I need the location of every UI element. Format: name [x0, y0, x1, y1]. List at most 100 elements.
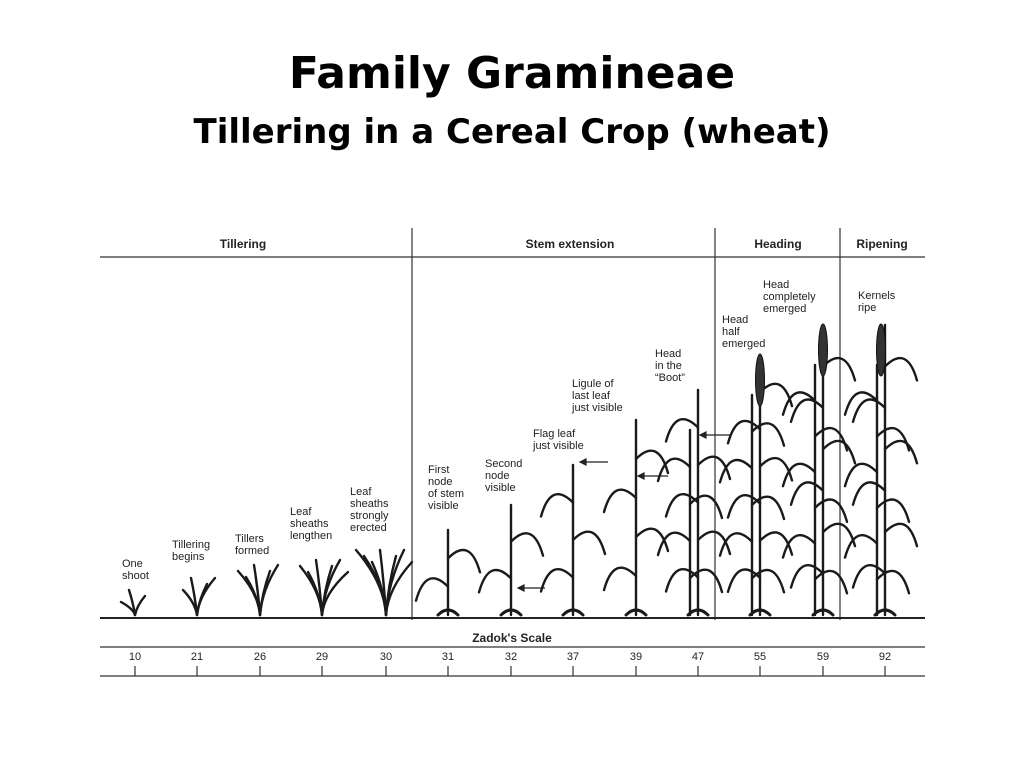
plant — [119, 588, 147, 617]
leaf — [750, 422, 786, 447]
plant — [298, 558, 350, 617]
scale-tick-label: 37 — [567, 651, 579, 663]
roots — [811, 608, 835, 617]
leaf — [758, 456, 794, 482]
stage-label: half — [722, 326, 741, 338]
leaf — [821, 439, 857, 465]
scale-tick-label: 30 — [380, 651, 392, 663]
head — [876, 323, 886, 377]
plant — [656, 388, 732, 617]
leaf — [843, 462, 879, 488]
arrowhead — [698, 431, 707, 439]
leaf — [758, 531, 794, 556]
leaf — [195, 576, 217, 617]
arrows — [516, 431, 730, 592]
leaf — [477, 568, 513, 594]
leaf — [602, 488, 638, 514]
arrowhead — [636, 472, 645, 480]
phase-label: Ripening — [856, 237, 907, 251]
stage-label: Tillering — [172, 539, 210, 551]
roots — [748, 608, 772, 617]
leaf — [883, 439, 919, 465]
scale-tick-label: 47 — [692, 651, 704, 663]
leaf — [236, 569, 262, 617]
plant — [843, 323, 919, 617]
leaf — [688, 568, 724, 594]
leaf — [539, 492, 575, 518]
stage-label: node — [428, 476, 452, 488]
leaf — [354, 548, 388, 617]
stage-label: Kernels — [858, 290, 896, 302]
leaf — [320, 570, 350, 617]
stage-label: node — [485, 470, 509, 482]
stage-label: Head — [722, 314, 748, 326]
leaf — [634, 449, 670, 475]
leaf — [750, 568, 786, 594]
scale-tick-label: 39 — [630, 651, 642, 663]
head — [755, 353, 765, 407]
roots — [499, 608, 523, 617]
stage-label: emerged — [763, 303, 806, 315]
roots — [624, 608, 648, 617]
leaf — [446, 548, 482, 574]
leaf — [875, 498, 911, 524]
leaf — [843, 391, 879, 416]
stage-label: begins — [172, 551, 205, 563]
plant — [181, 576, 217, 617]
stage-label: shoot — [122, 570, 149, 582]
scale-tick-label: 59 — [817, 651, 829, 663]
leaf — [781, 391, 817, 416]
leaf — [883, 522, 919, 548]
leaf — [571, 530, 607, 556]
stage-label: Flag leaf — [533, 428, 576, 440]
leaf — [789, 398, 825, 424]
stage-label: Tillers — [235, 533, 264, 545]
leaf — [789, 481, 825, 506]
roots — [436, 608, 460, 617]
subtitle: Tillering in a Cereal Crop (wheat) — [194, 112, 831, 152]
phase-label: Heading — [754, 237, 801, 251]
stage-label: just visible — [571, 402, 623, 414]
plant — [414, 528, 482, 617]
scale-tick-label: 26 — [254, 651, 266, 663]
leaf — [664, 417, 700, 443]
stage-label: formed — [235, 545, 269, 557]
leaf — [813, 498, 849, 524]
leaf — [718, 458, 754, 484]
stage-label: Leaf — [290, 506, 312, 518]
leaf — [781, 534, 817, 559]
arrowhead — [578, 458, 587, 466]
leaf — [656, 531, 692, 557]
scale-tick-label: 55 — [754, 651, 766, 663]
stage-label: Head — [763, 279, 789, 291]
leaf — [851, 481, 887, 506]
head — [818, 323, 828, 377]
leaf — [726, 419, 762, 445]
stage-label: ripe — [858, 302, 876, 314]
leaf — [781, 462, 817, 488]
stage-label: in the — [655, 360, 682, 372]
leaf — [843, 534, 879, 559]
leaf — [656, 457, 692, 483]
phase-label: Stem extension — [526, 237, 615, 251]
stage-label: strongly — [350, 510, 389, 522]
leaf — [696, 455, 732, 481]
stage-label: last leaf — [572, 390, 611, 402]
plant — [354, 548, 414, 617]
stage-label: First — [428, 464, 449, 476]
plant — [602, 418, 670, 617]
scale-title: Zadok's Scale — [472, 631, 552, 645]
plant — [781, 323, 857, 617]
leaf — [875, 569, 911, 595]
leaf — [539, 567, 575, 593]
leaf — [414, 577, 450, 602]
stage-label: Head — [655, 348, 681, 360]
roots — [561, 608, 585, 617]
leaf — [851, 398, 887, 424]
stage-label: visible — [485, 482, 516, 494]
phase-label: Tillering — [220, 237, 266, 251]
scale-tick-label: 21 — [191, 651, 203, 663]
